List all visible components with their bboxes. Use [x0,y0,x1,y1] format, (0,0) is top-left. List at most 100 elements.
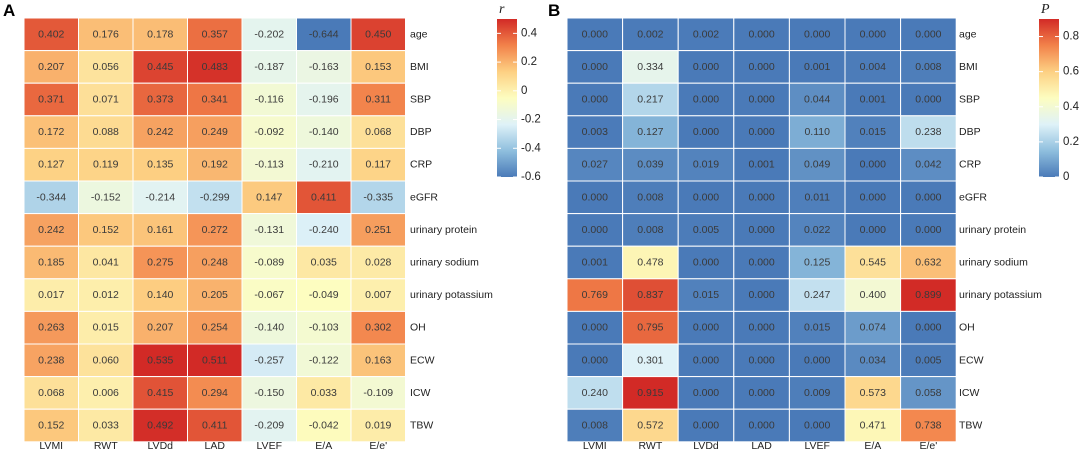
heatmap-cell [733,180,790,215]
heatmap-cell [296,310,352,345]
heatmap-cell [241,343,297,378]
heatmap-cell [187,245,243,280]
row-label: age [410,28,428,40]
heatmap-cell [566,180,624,215]
cell-value-label: 0.147 [256,191,282,203]
cell-value-label: 0.152 [93,224,119,236]
heatmap-cell [23,115,79,149]
cell-value-label: -0.116 [255,94,284,106]
cell-value-label: 0.769 [582,289,608,301]
cell-value-label: 0.251 [365,224,391,236]
heatmap-cell [241,180,297,215]
cell-value-label: -0.152 [91,191,121,203]
cell-value-label: 0.915 [637,387,663,399]
heatmap-cell [844,343,902,378]
cell-value-label: 0.357 [202,28,228,40]
cell-value-label: 0.009 [804,387,830,399]
cell-value-label: 0.027 [582,159,608,171]
cell-value-label: 0.205 [202,289,228,301]
heatmap-cell [844,310,902,345]
heatmap-cell [677,376,735,410]
legend-b-ticks: 0.8 0.6 0.4 0.2 0 [1039,31,1080,183]
heatmap-cell [187,408,243,443]
cell-value-label: 0.172 [38,126,64,138]
legend-tick-label: -0.2 [521,114,541,126]
heatmap-cell [733,17,790,52]
panel-a-letter: A [3,1,15,20]
heatmap-cell [566,408,624,443]
cell-value-label: 0.415 [147,387,173,399]
heatmap-cell [677,245,735,280]
cell-value-label: 0.371 [38,94,64,106]
row-label: urinary protein [410,224,477,236]
cell-value-label: 0.000 [582,322,608,334]
column-label: E/A [315,440,332,452]
cell-value-label: 0.000 [582,94,608,106]
cell-value-label: 0.117 [366,159,392,171]
cell-value-label: 0.041 [93,257,119,269]
heatmap-cell [900,17,957,52]
row-label: ICW [410,387,431,399]
cell-value-label: 0.000 [860,191,886,203]
cell-value-label: 0.238 [38,354,64,366]
heatmap-cell [241,245,297,280]
cell-value-label: 0.001 [582,257,608,269]
cell-value-label: 0.161 [147,224,173,236]
column-labels-b: LVMI RWT LVDd LAD LVEF E/A E/e' [583,440,937,452]
heatmap-cell [900,245,957,280]
cell-value-label: 0.254 [202,322,228,334]
cell-value-label: 0.301 [637,354,663,366]
heatmap-cell [733,245,790,280]
cell-value-label: 0.002 [637,28,663,40]
heatmap-cell [350,343,406,378]
column-label: LAD [205,440,226,452]
cell-value-label: -0.202 [254,28,284,40]
cell-value-label: 0.000 [915,28,941,40]
cell-value-label: 0.058 [915,387,941,399]
cell-value-label: 0.000 [748,224,774,236]
cell-value-label: 0.015 [860,126,886,138]
cell-value-label: 0.000 [748,354,774,366]
heatmap-cell [900,408,957,443]
heatmap-cell [788,278,846,312]
column-label: LAD [751,440,772,452]
cell-value-label: 0.153 [365,61,391,73]
cell-value-label: 0.178 [147,28,173,40]
cell-value-label: 0.294 [202,387,228,399]
column-label: LVMI [583,440,607,452]
heatmap-cell [788,343,846,378]
row-label: DBP [959,126,981,138]
cell-value-label: 0.008 [637,224,663,236]
cell-value-label: -0.209 [254,420,284,432]
heatmap-cell [296,17,352,52]
cell-value-label: 0.402 [38,28,64,40]
column-label: LVDd [693,440,719,452]
cell-value-label: 0.411 [202,420,228,432]
heatmap-cell [622,50,679,84]
heatmap-cell [900,82,957,117]
cell-value-label: 0.899 [915,289,941,301]
column-label: LVDd [148,440,174,452]
cell-value-label: 0.017 [38,289,64,301]
heatmap-cell [733,408,790,443]
cell-value-label: 0.238 [915,126,941,138]
cell-value-label: 0.450 [365,28,391,40]
heatmap-cell [566,147,624,182]
heatmap-cell [296,213,352,247]
legend-tick-label: 0 [1063,171,1069,183]
cell-value-label: 0.033 [311,387,337,399]
row-label: urinary potassium [959,289,1042,301]
heatmap-cell [566,213,624,247]
cell-value-label: 0.185 [38,257,64,269]
row-label: OH [410,322,426,334]
column-label: E/e' [369,440,387,452]
heatmap-cell [677,213,735,247]
legend-tick-label: -0.4 [521,142,541,154]
heatmap-cell [350,180,406,215]
cell-value-label: -0.214 [145,191,175,203]
heatmap-cell [78,245,134,280]
heatmap-cell [788,376,846,410]
cell-value-label: 0.535 [147,354,173,366]
row-label: urinary sodium [410,257,479,269]
